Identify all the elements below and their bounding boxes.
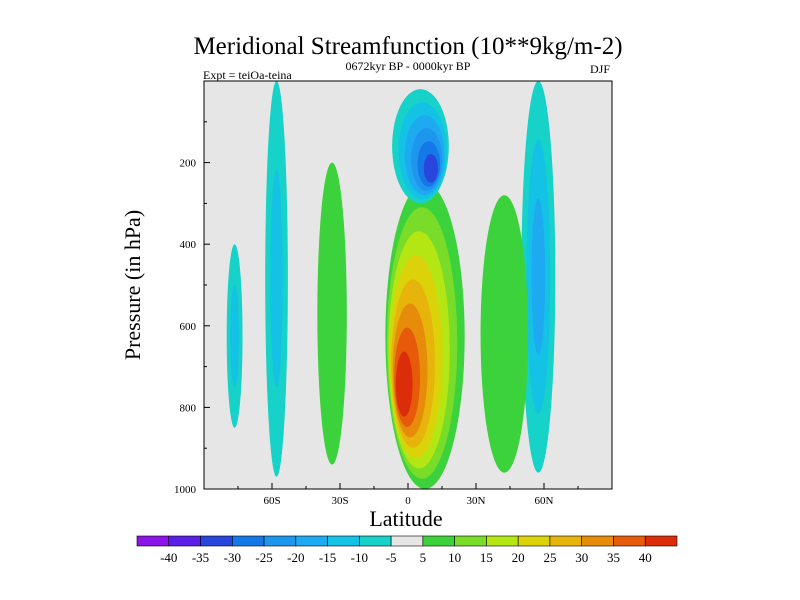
colorbar-swatch bbox=[231, 535, 265, 547]
y-tick-label: 1000 bbox=[174, 484, 197, 496]
y-tick-label: 400 bbox=[180, 239, 197, 251]
sh-subtropical-band bbox=[317, 162, 347, 465]
colorbar-swatch bbox=[486, 535, 519, 547]
y-tick-label: 600 bbox=[180, 321, 197, 333]
colorbar-label: -5 bbox=[386, 550, 397, 565]
plot-area bbox=[203, 80, 613, 490]
colorbar-label: -10 bbox=[351, 550, 368, 565]
colorbar-swatch bbox=[390, 535, 424, 547]
tropical-positive-cell bbox=[385, 183, 465, 489]
colorbar-swatch bbox=[517, 535, 551, 547]
y-axis: 200 400 600 800 1000 bbox=[174, 121, 210, 496]
colorbar-swatch bbox=[168, 535, 201, 547]
experiment-label: Expt = teiOa-teina bbox=[203, 68, 292, 82]
colorbar-label: -35 bbox=[192, 550, 209, 565]
sh-midlat-band bbox=[265, 81, 288, 477]
colorbar-label: 20 bbox=[512, 550, 525, 565]
colorbar-swatch bbox=[263, 535, 297, 547]
y-axis-label: Pressure (in hPa) bbox=[120, 210, 145, 360]
colorbar-swatch bbox=[295, 535, 328, 547]
colorbar-label: 15 bbox=[480, 550, 493, 565]
colorbar-swatch bbox=[549, 535, 583, 547]
sh-polar-band-level bbox=[230, 285, 239, 387]
nh-negative-band bbox=[521, 81, 556, 473]
x-tick-label: 30S bbox=[331, 495, 348, 507]
nh-positive-band bbox=[480, 195, 529, 473]
nh-positive-band-level bbox=[480, 195, 529, 473]
x-tick-label: 30N bbox=[467, 495, 486, 507]
x-tick-label: 60N bbox=[535, 495, 554, 507]
contour-fields bbox=[226, 81, 556, 489]
colorbar-label: 25 bbox=[543, 550, 556, 565]
colorbar-swatch bbox=[613, 535, 646, 547]
y-tick-label: 800 bbox=[180, 402, 197, 414]
nh-negative-band-level bbox=[531, 198, 546, 356]
colorbar-swatch bbox=[644, 535, 678, 547]
sh-midlat-band-level bbox=[270, 170, 283, 388]
sh-subtropical-band-level bbox=[317, 162, 347, 465]
colorbar-swatch bbox=[327, 535, 360, 547]
colorbar-label: 5 bbox=[420, 550, 427, 565]
season-label: DJF bbox=[590, 62, 610, 76]
colorbar-label: 10 bbox=[448, 550, 461, 565]
upper-negative-cell bbox=[392, 89, 449, 204]
x-tick-label: 0 bbox=[405, 495, 411, 507]
tropical-positive-cell-level bbox=[395, 351, 413, 417]
colorbar-swatch bbox=[454, 535, 487, 547]
x-tick-label: 60S bbox=[263, 495, 280, 507]
colorbar-swatch bbox=[581, 535, 614, 547]
colorbar-swatch bbox=[200, 535, 233, 547]
colorbar-label: -25 bbox=[255, 550, 272, 565]
colorbar-label: 40 bbox=[639, 550, 652, 565]
colorbar-label: -30 bbox=[224, 550, 241, 565]
upper-negative-cell-level bbox=[423, 154, 438, 183]
colorbar: -40 -35 -30 -25 -20 -15 -10 -5 5 10 15 20 25 30 35 40 bbox=[136, 535, 678, 565]
sh-polar-band bbox=[226, 244, 243, 428]
x-axis-label: Latitude bbox=[369, 506, 442, 531]
y-tick-label: 200 bbox=[180, 158, 197, 170]
colorbar-label: -20 bbox=[287, 550, 304, 565]
colorbar-swatch bbox=[422, 535, 455, 547]
colorbar-label: -40 bbox=[160, 550, 177, 565]
colorbar-label: 35 bbox=[607, 550, 620, 565]
colorbar-swatch bbox=[136, 535, 170, 547]
colorbar-swatch bbox=[359, 535, 392, 547]
chart-subtitle: 0672kyr BP - 0000kyr BP bbox=[346, 59, 471, 73]
x-axis: 60S 30S 0 30N 60N bbox=[237, 483, 579, 507]
colorbar-label: 30 bbox=[575, 550, 588, 565]
chart-title: Meridional Streamfunction (10**9kg/m-2) bbox=[193, 33, 622, 60]
colorbar-label: -15 bbox=[319, 550, 336, 565]
